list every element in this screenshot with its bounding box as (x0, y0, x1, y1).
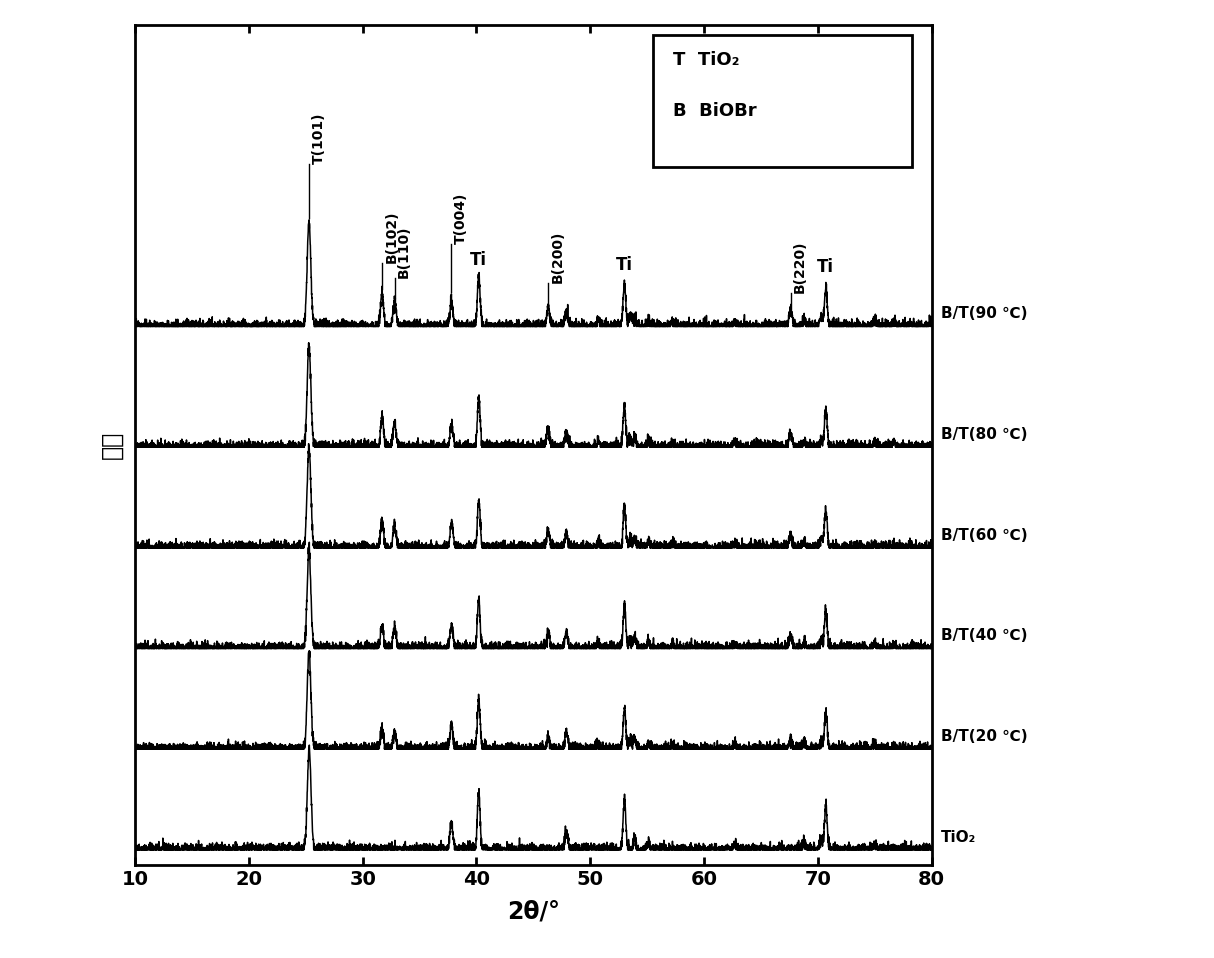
Y-axis label: 强度: 强度 (100, 430, 124, 459)
Text: Ti: Ti (470, 251, 487, 269)
Text: B/T(40 ℃): B/T(40 ℃) (941, 628, 1027, 644)
Text: TiO₂: TiO₂ (941, 830, 976, 845)
Text: T(004): T(004) (454, 193, 467, 243)
Text: Ti: Ti (817, 259, 834, 277)
Text: B(110): B(110) (397, 226, 412, 279)
Text: B  BiOBr: B BiOBr (673, 102, 756, 120)
Text: T(101): T(101) (312, 113, 325, 165)
Text: B/T(60 ℃): B/T(60 ℃) (941, 528, 1027, 543)
Text: T  TiO₂: T TiO₂ (673, 52, 739, 70)
Text: B/T(20 ℃): B/T(20 ℃) (941, 729, 1027, 744)
Text: Ti: Ti (615, 256, 632, 274)
Text: B/T(90 ℃): B/T(90 ℃) (941, 307, 1027, 322)
Text: B(102): B(102) (385, 211, 398, 262)
FancyBboxPatch shape (653, 34, 912, 168)
Text: B/T(80 ℃): B/T(80 ℃) (941, 427, 1027, 443)
Text: B(200): B(200) (551, 231, 565, 284)
X-axis label: 2θ/°: 2θ/° (507, 900, 560, 924)
Text: B(220): B(220) (793, 240, 807, 293)
